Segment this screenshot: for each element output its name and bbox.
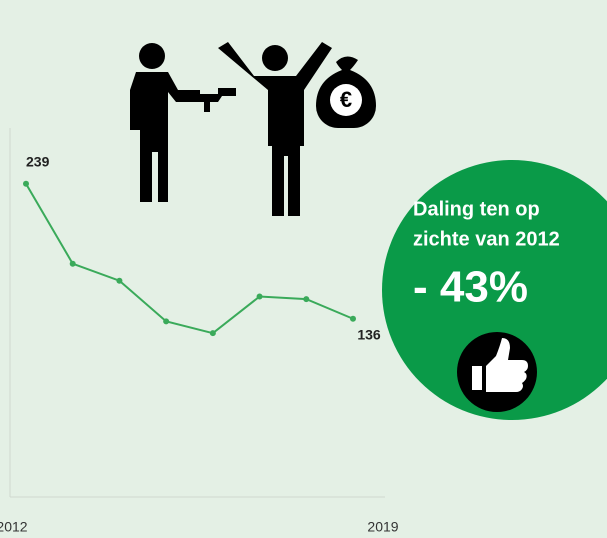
x-tick-label: 2019: [367, 519, 398, 535]
x-tick-label: 2012: [0, 519, 28, 535]
line: [25, 183, 354, 335]
point: [116, 277, 123, 284]
badge-text: zichte van 2012: [413, 228, 560, 250]
money-bag-symbol: €: [340, 87, 352, 112]
point: [209, 330, 216, 337]
point: [23, 180, 29, 187]
data-label: 239: [26, 153, 50, 169]
point: [256, 293, 263, 300]
badge-circle: [382, 160, 607, 420]
data-label: 136: [357, 326, 381, 342]
thumbs-up-icon: [457, 332, 537, 412]
point: [303, 296, 310, 303]
point: [163, 318, 170, 325]
badge-value: - 43%: [413, 263, 528, 312]
robbery-icon: [130, 42, 376, 216]
badge-text: Daling ten op: [413, 198, 540, 220]
point: [350, 315, 356, 322]
point: [69, 260, 76, 267]
